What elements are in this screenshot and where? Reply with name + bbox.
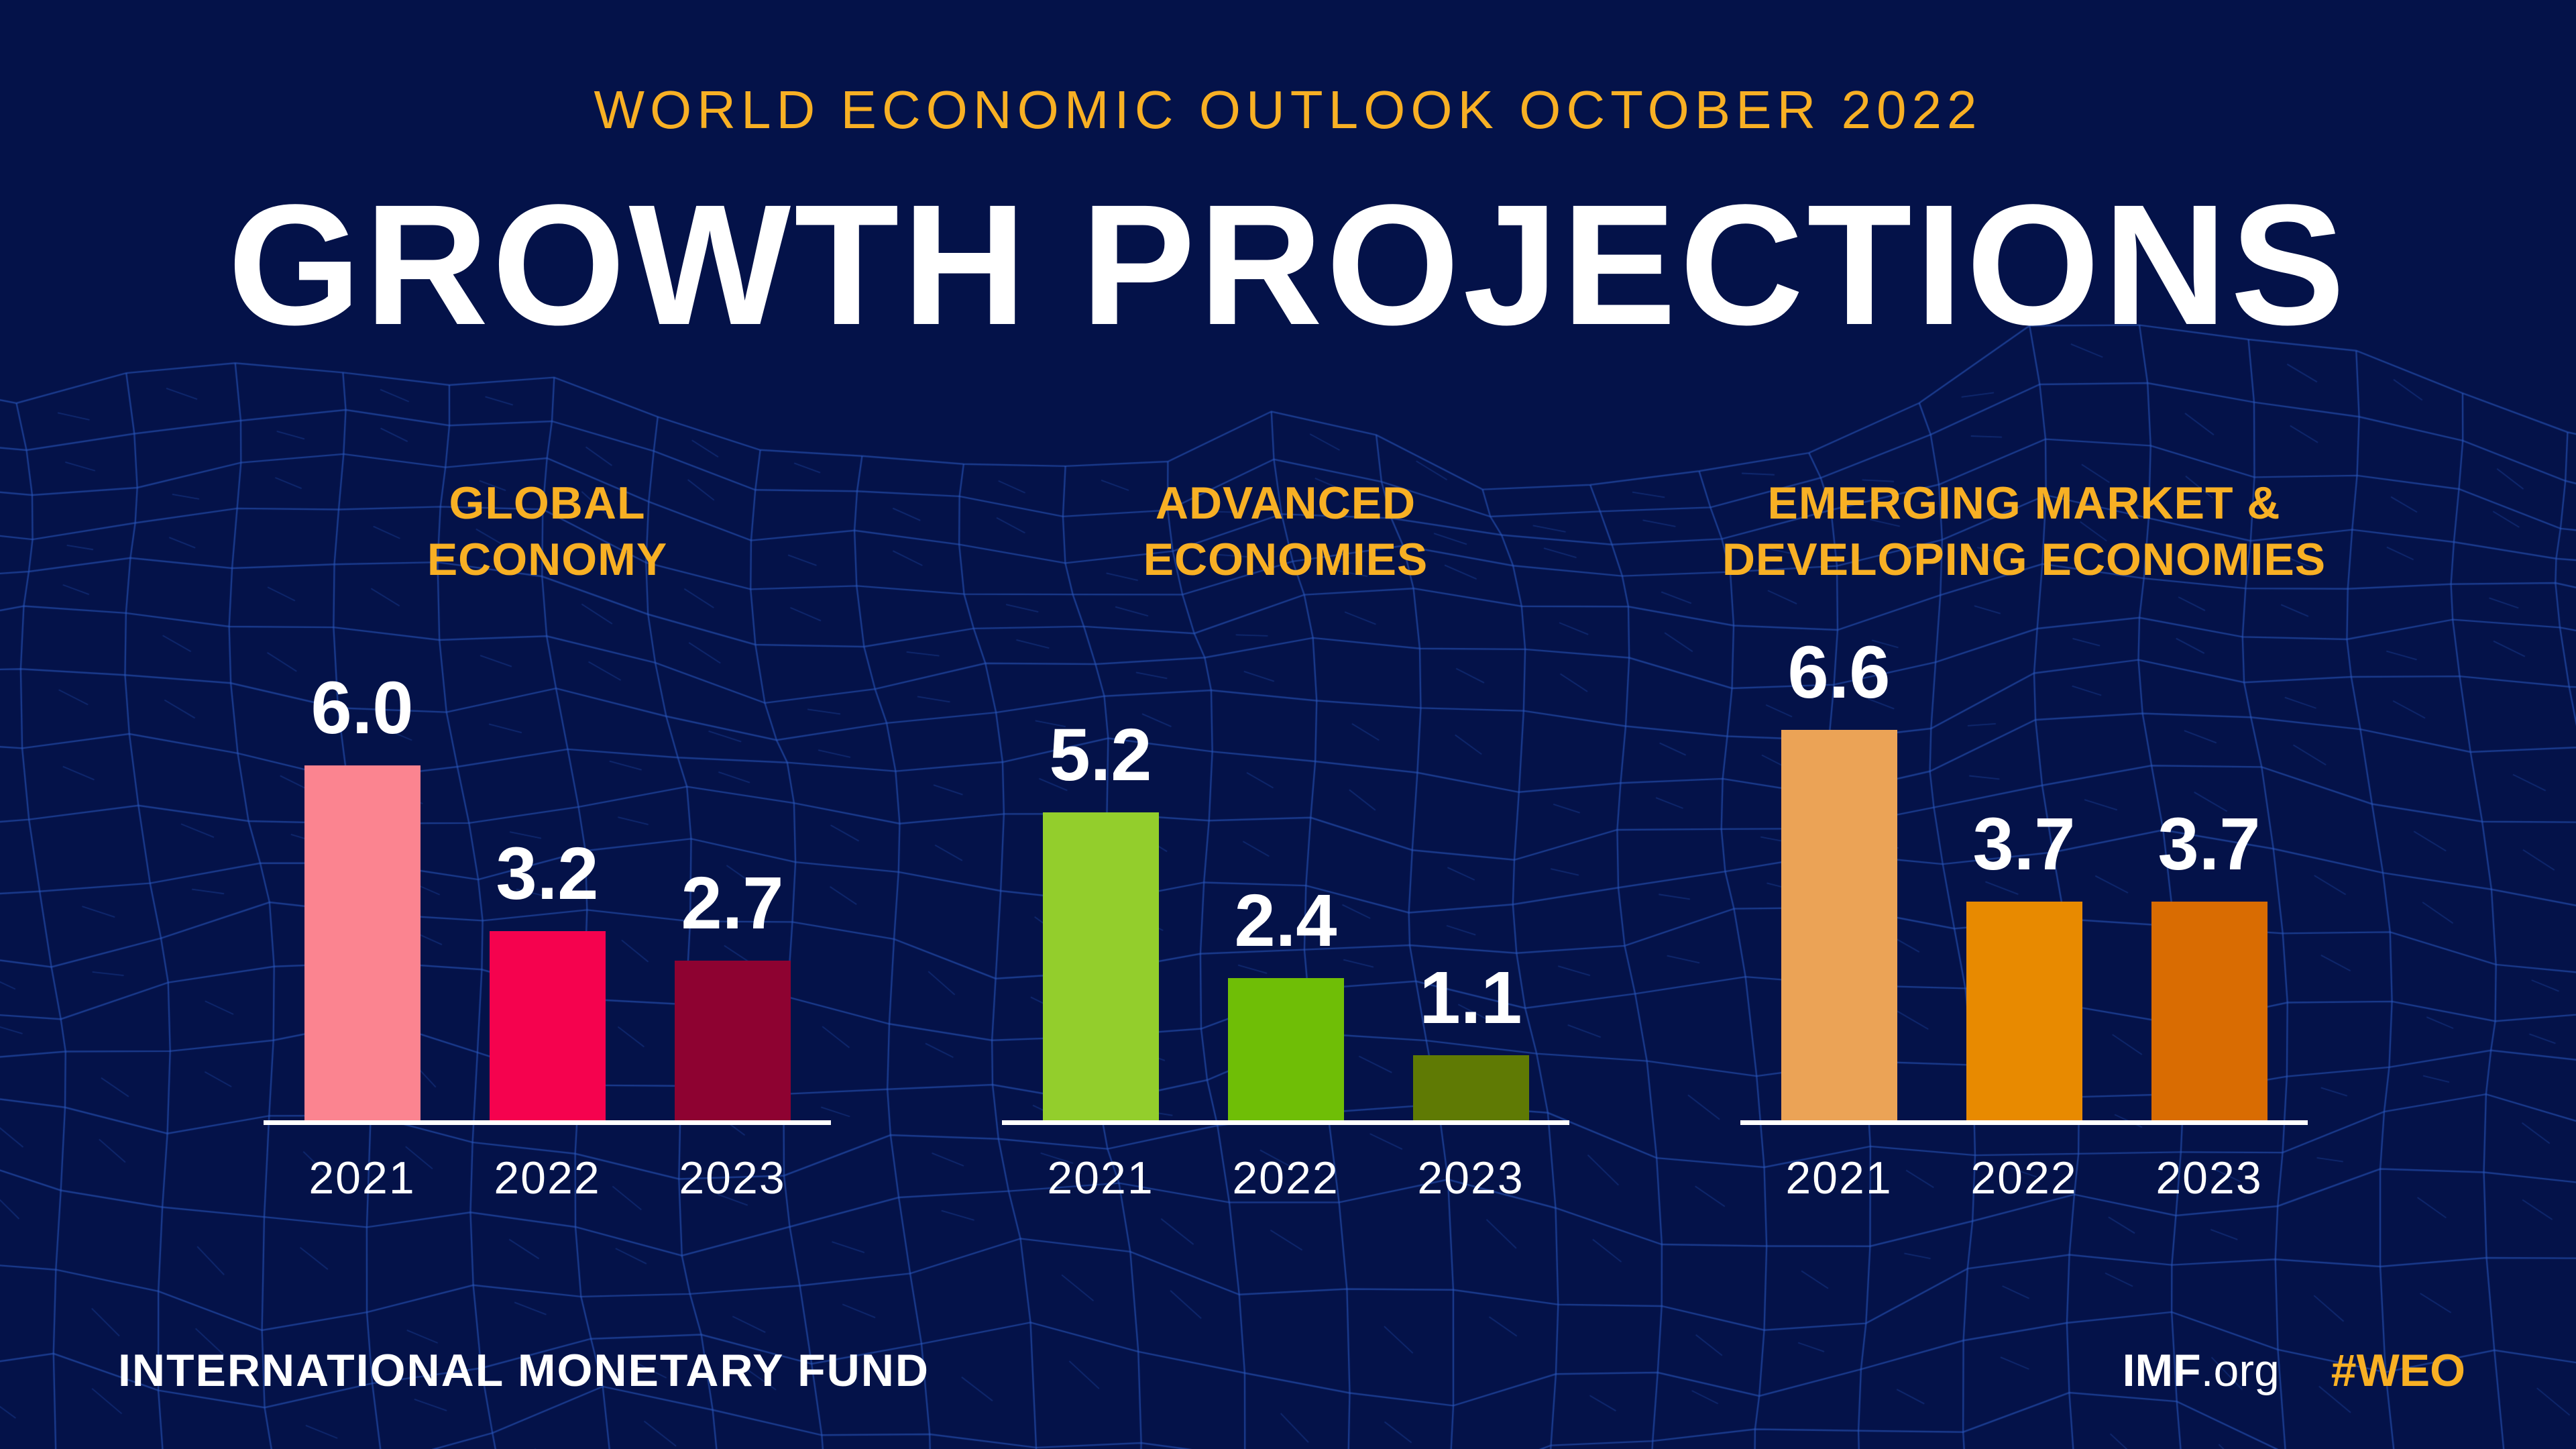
chart-title-line: GLOBAL: [449, 478, 646, 529]
value-label: 3.7: [2158, 803, 2261, 885]
weo-hashtag: #WEO: [2331, 1345, 2465, 1396]
year-label: 2022: [1232, 1152, 1339, 1203]
bar-2023: [674, 961, 791, 1120]
year-label: 2021: [1047, 1152, 1154, 1203]
imf-site-bold: IMF: [2122, 1345, 2201, 1396]
value-label: 3.7: [1972, 803, 2076, 885]
x-axis-labels: 2021 2022 2023: [1002, 1152, 1569, 1204]
bar-column-2023: 3.7: [2151, 802, 2267, 1120]
value-label: 3.2: [496, 833, 599, 915]
bar-2022: [1227, 978, 1344, 1120]
bar-column-2022: 3.2: [489, 831, 606, 1120]
chart-title-advanced-economies: ADVANCED ECONOMIES: [1002, 463, 1569, 589]
year-label: 2023: [2155, 1152, 2263, 1203]
chart-title-line: ADVANCED: [1155, 478, 1416, 529]
bar-2021: [1781, 730, 1897, 1120]
bar-2021: [304, 765, 421, 1120]
bar-2022: [1966, 902, 2082, 1120]
plot-area: 6.6 3.7 3.7: [1740, 631, 2308, 1120]
footer-links: IMF.org #WEO: [2123, 1344, 2465, 1397]
x-axis-line: [1740, 1120, 2308, 1125]
bar-2021: [1042, 812, 1159, 1120]
kicker-text: WORLD ECONOMIC OUTLOOK OCTOBER 2022: [594, 80, 1982, 140]
x-axis-line: [264, 1120, 831, 1125]
value-label: 5.2: [1049, 714, 1152, 796]
bar-column-2023: 2.7: [674, 861, 791, 1120]
footer-org-name: INTERNATIONAL MONETARY FUND: [118, 1345, 930, 1396]
chart-advanced-economies: ADVANCED ECONOMIES 5.2 2.4 1.1: [1002, 463, 1569, 1204]
bar-column-2021: 6.6: [1781, 630, 1897, 1120]
plot-area: 5.2 2.4 1.1: [1002, 643, 1569, 1120]
year-label: 2021: [1785, 1152, 1893, 1203]
bar-column-2023: 1.1: [1412, 955, 1529, 1120]
chart-title-line: EMERGING MARKET &: [1767, 478, 2281, 529]
value-label: 1.1: [1419, 957, 1522, 1039]
page-title: GROWTH PROJECTIONS: [227, 169, 2349, 361]
bar-2023: [2151, 902, 2267, 1120]
x-axis-line: [1002, 1120, 1569, 1125]
year-label: 2022: [494, 1152, 601, 1203]
imf-site-suffix: .org: [2200, 1345, 2280, 1396]
bar-column-2021: 5.2: [1042, 712, 1159, 1120]
year-label: 2023: [1417, 1152, 1524, 1203]
bar-column-2022: 3.7: [1966, 802, 2082, 1120]
plot-area: 6.0 3.2 2.7: [264, 643, 831, 1120]
chart-global-economy: GLOBAL ECONOMY 6.0 3.2 2.7: [264, 463, 831, 1204]
year-label: 2022: [1970, 1152, 2078, 1203]
value-label: 2.7: [681, 862, 784, 945]
bar-2022: [489, 931, 606, 1120]
chart-title-line: ECONOMIES: [1143, 534, 1429, 585]
bar-2023: [1412, 1055, 1529, 1120]
chart-title-emerging-developing: EMERGING MARKET & DEVELOPING ECONOMIES: [1722, 463, 2325, 589]
year-label: 2021: [309, 1152, 416, 1203]
bar-column-2022: 2.4: [1227, 878, 1344, 1120]
charts-row: GLOBAL ECONOMY 6.0 3.2 2.7: [0, 463, 2576, 1204]
value-label: 2.4: [1234, 879, 1337, 962]
bar-column-2021: 6.0: [304, 665, 421, 1120]
x-axis-labels: 2021 2022 2023: [1740, 1152, 2308, 1204]
value-label: 6.6: [1787, 631, 1891, 714]
chart-title-line: DEVELOPING ECONOMIES: [1722, 534, 2327, 585]
x-axis-labels: 2021 2022 2023: [264, 1152, 831, 1204]
value-label: 6.0: [311, 667, 414, 749]
chart-emerging-developing-economies: EMERGING MARKET & DEVELOPING ECONOMIES 6…: [1722, 463, 2325, 1204]
chart-title-global-economy: GLOBAL ECONOMY: [264, 463, 831, 589]
year-label: 2023: [679, 1152, 786, 1203]
chart-title-line: ECONOMY: [427, 534, 668, 585]
